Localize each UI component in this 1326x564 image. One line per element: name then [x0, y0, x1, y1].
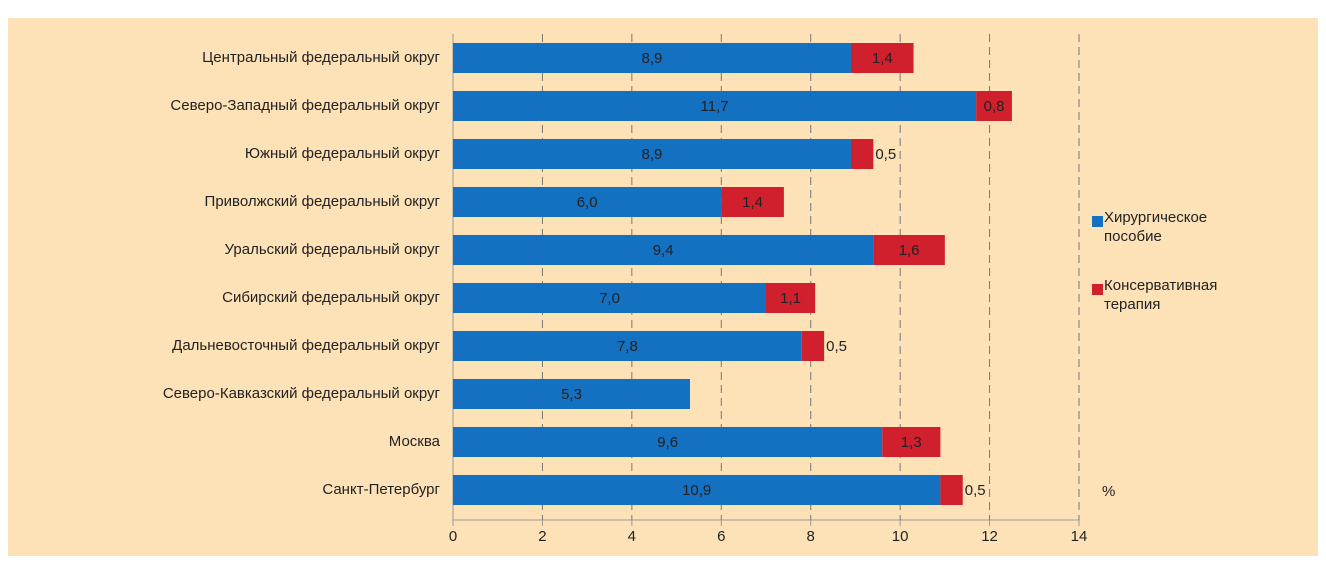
x-tick-label: 12	[981, 528, 998, 545]
data-label: 10,9	[682, 482, 711, 499]
bar-segment	[873, 235, 945, 265]
y-tick-label: Москва	[389, 433, 441, 450]
data-label: 9,6	[657, 434, 678, 451]
bar-segment	[453, 139, 851, 169]
bar-segment	[850, 139, 874, 169]
bar-segment	[453, 379, 690, 409]
bar-segment	[940, 475, 963, 505]
x-tick-label: 14	[1071, 528, 1088, 545]
data-label: 1,4	[742, 194, 763, 211]
y-tick-label: Северо-Западный федеральный округ	[170, 97, 440, 114]
legend-swatch	[1092, 284, 1103, 295]
bar-segment	[882, 427, 941, 457]
bar-segment	[766, 283, 816, 313]
bar-segment	[801, 331, 825, 361]
y-tick-label: Дальневосточный федеральный округ	[172, 337, 440, 354]
bar-segment	[721, 187, 784, 217]
y-tick-label: Сибирский федеральный округ	[222, 289, 440, 306]
legend-label: Консервативная терапия	[1104, 277, 1218, 313]
y-tick-label: Южный федеральный округ	[245, 145, 441, 162]
data-label: 11,7	[701, 98, 729, 115]
x-tick-label: 6	[717, 528, 725, 545]
data-label: 5,3	[561, 386, 582, 403]
data-label: 8,9	[642, 50, 663, 67]
data-label: 7,0	[599, 290, 620, 307]
x-tick-label: 8	[807, 528, 815, 545]
y-tick-label: Центральный федеральный округ	[202, 49, 440, 66]
bar-segment	[453, 331, 802, 361]
legend-item: Хирургическое пособие	[1104, 209, 1208, 245]
data-label: 0,8	[984, 98, 1005, 115]
bar-segment	[453, 235, 874, 265]
bar-segment	[453, 91, 977, 121]
x-axis-unit: %	[1102, 483, 1115, 500]
y-tick-label: Санкт-Петербург	[322, 481, 440, 498]
legend-swatch	[1092, 216, 1103, 227]
legend-label: Хирургическое пособие	[1104, 209, 1208, 245]
data-label: 1,3	[901, 434, 922, 451]
legend-item: Консервативная терапия	[1104, 277, 1218, 313]
y-tick-label: Приволжский федеральный округ	[205, 193, 441, 210]
x-tick-label: 0	[449, 528, 457, 545]
data-label: 0,5	[965, 482, 986, 499]
bar-segment	[453, 283, 766, 313]
y-tick-label: Северо-Кавказский федеральный округ	[163, 385, 441, 402]
data-label: 1,6	[899, 242, 920, 259]
x-tick-label: 10	[892, 528, 909, 545]
data-label: 7,8	[617, 338, 638, 355]
data-label: 1,1	[780, 290, 801, 307]
data-label: 6,0	[577, 194, 598, 211]
data-label: 9,4	[653, 242, 674, 259]
bar-segment	[976, 91, 1012, 121]
bar-segment	[453, 43, 851, 73]
x-tick-label: 4	[628, 528, 636, 545]
y-tick-label: Уральский федеральный округ	[225, 241, 441, 258]
bar-segment	[453, 475, 941, 505]
data-label: 0,5	[875, 146, 896, 163]
data-label: 1,4	[872, 50, 893, 67]
data-label: 0,5	[826, 338, 847, 355]
bar-segment	[453, 187, 722, 217]
x-tick-label: 2	[538, 528, 546, 545]
bar-segment	[453, 427, 883, 457]
bar-segment	[850, 43, 914, 73]
data-label: 8,9	[642, 146, 663, 163]
